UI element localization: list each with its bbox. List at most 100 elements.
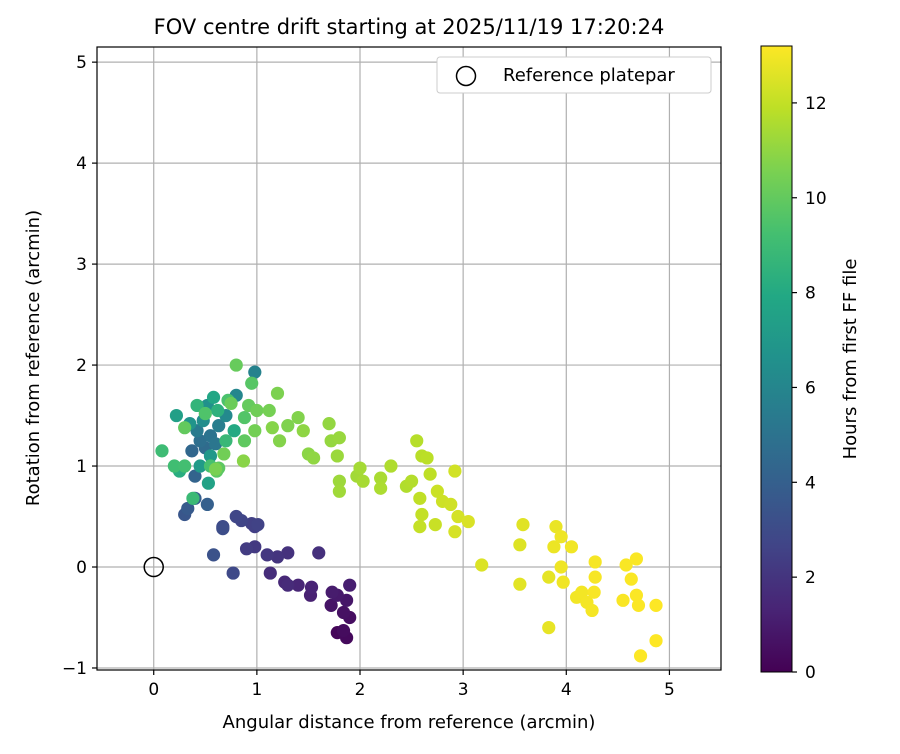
data-point [325,585,339,599]
data-point [226,566,240,580]
data-point [374,481,388,495]
y-tick-label: −1 [62,659,87,679]
x-tick-label: 3 [458,680,469,700]
data-point [448,464,462,478]
data-point [263,566,277,580]
data-point [270,550,285,564]
data-point [250,403,264,418]
data-point [430,484,444,498]
data-point [217,447,231,461]
legend: Reference platepar [436,56,712,94]
legend-marker-icon [455,65,477,87]
data-point [649,634,663,648]
data-point [291,410,305,425]
data-point [209,462,223,476]
y-tick-label: 4 [76,154,87,174]
colorbar-tick-label: 4 [805,473,816,493]
data-point [260,548,274,562]
data-point [556,575,570,589]
data-point [178,459,192,473]
data-point [237,410,252,425]
data-point [219,434,233,448]
data-point [448,525,462,539]
data-point [304,580,319,594]
data-point [245,376,259,390]
y-tick-label: 0 [76,558,87,578]
data-point [384,459,398,473]
data-point [415,507,429,522]
data-point [324,598,338,612]
data-point [216,522,230,536]
data-point [185,444,199,458]
data-point [542,620,556,635]
x-axis-label: Angular distance from reference (arcmin) [223,712,596,733]
colorbar-tick-label: 10 [805,189,827,209]
y-tick-label: 2 [76,356,87,376]
colorbar-tick-label: 8 [805,284,816,304]
data-point [229,358,243,372]
data-point [336,605,351,620]
data-point [155,444,169,458]
y-tick-label: 3 [76,255,87,275]
data-point [631,598,646,612]
plot-frame [96,46,722,671]
legend-box [436,56,712,94]
data-point [200,497,214,512]
data-point [203,449,218,463]
data-point [513,577,527,591]
data-point [428,517,442,532]
colorbar-tick-label: 12 [805,94,827,114]
data-point [281,578,295,592]
data-point [516,517,530,532]
data-point [188,469,202,483]
data-point [209,437,223,451]
reference-platepar-marker [143,556,164,578]
data-point [198,406,212,421]
data-point [262,403,276,418]
data-point [237,434,252,448]
data-point [265,421,279,435]
x-tick-label: 2 [355,680,366,700]
data-point [281,546,295,560]
data-point [193,459,207,473]
data-point [251,517,265,532]
data-point [186,491,200,505]
data-point [181,501,195,516]
colorbar-tick-label: 6 [805,378,816,398]
data-point [330,449,344,463]
data-point [201,476,215,490]
x-tick-label: 5 [664,680,675,700]
data-point [554,560,568,574]
data-point [236,454,251,468]
data-point [336,624,351,638]
data-point [296,424,310,438]
data-point [587,585,601,599]
data-point [420,451,434,465]
data-point [564,540,579,554]
y-tick-label: 1 [76,457,87,477]
data-point [193,434,207,448]
data-point [649,598,663,612]
colorbar-tick-label: 2 [805,568,816,588]
data-point [624,572,638,586]
data-point [575,585,589,599]
data-point [224,396,238,411]
data-point [248,365,262,379]
data-point [281,419,295,433]
data-point [239,542,254,556]
data-point [270,386,285,400]
data-point [585,603,599,618]
data-point [332,431,346,445]
data-point [229,509,243,524]
data-point [475,558,489,572]
data-point [549,520,563,534]
scatter-points [155,358,663,663]
data-point [513,538,527,552]
x-tick-label: 4 [561,680,572,700]
colorbar-label: Hours from first FF file [840,259,861,460]
data-point [554,530,568,544]
data-point [227,424,241,438]
data-point [404,474,419,488]
